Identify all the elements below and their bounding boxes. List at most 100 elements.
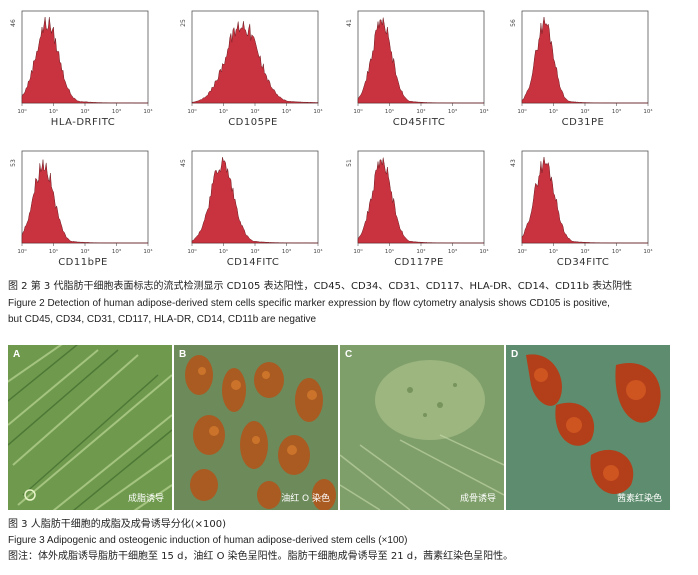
x-tick-label: 10¹ (219, 248, 228, 255)
histogram-plot: 46 10⁰ 10¹ 10² 10³ 10⁴ (10, 10, 153, 115)
x-tick-label: 10¹ (49, 108, 58, 115)
histogram-series (357, 157, 484, 244)
x-tick-label: 10² (250, 108, 259, 115)
histogram-series (191, 157, 318, 244)
micrograph-image (506, 345, 670, 510)
panel-letter: A (13, 349, 21, 360)
y-max-label: 51 (346, 159, 353, 167)
histogram-cd45: 41 10⁰ 10¹ 10² 10³ 10⁴ CD45FITC (344, 5, 494, 135)
y-max-label: 46 (10, 19, 17, 27)
marker-label: CD34FITC (556, 257, 610, 268)
x-tick-label: 10² (580, 108, 589, 115)
y-max-label: 56 (510, 19, 517, 27)
x-tick-label: 10³ (612, 248, 621, 255)
x-tick-label: 10⁰ (187, 248, 197, 255)
x-tick-label: 10⁴ (643, 108, 653, 115)
figure3-caption-zh: 图 3 人脂肪干细胞的成脂及成骨诱导分化(×100) (8, 519, 226, 530)
histogram-plot: 51 10⁰ 10¹ 10² 10³ 10⁴ (346, 150, 489, 255)
x-tick-label: 10¹ (385, 248, 394, 255)
histogram-plot: 41 10⁰ 10¹ 10² 10³ 10⁴ (346, 10, 489, 115)
figure2-caption-en-line2: but CD45, CD34, CD31, CD117, HLA-DR, CD1… (8, 314, 317, 325)
figure2-caption-en-line1: Figure 2 Detection of human adipose-deri… (8, 298, 610, 309)
x-tick-label: 10¹ (549, 248, 558, 255)
histogram-plot: 56 10⁰ 10¹ 10² 10³ 10⁴ (510, 10, 653, 115)
x-tick-label: 10² (80, 248, 89, 255)
histogram-cd31: 56 10⁰ 10¹ 10² 10³ 10⁴ CD31PE (508, 5, 658, 135)
y-max-label: 45 (180, 159, 187, 167)
x-tick-label: 10³ (112, 108, 121, 115)
panel-letter: B (179, 349, 187, 360)
histogram-series (521, 156, 648, 244)
figure3-caption-en: Figure 3 Adipogenic and osteogenic induc… (8, 535, 408, 546)
micrograph-image (8, 345, 172, 510)
histogram-plot: 45 10⁰ 10¹ 10² 10³ 10⁴ (180, 150, 323, 255)
histogram-cd14: 45 10⁰ 10¹ 10² 10³ 10⁴ CD14FITC (178, 145, 328, 275)
x-tick-label: 10³ (282, 248, 291, 255)
x-tick-label: 10² (416, 248, 425, 255)
histogram-series (21, 16, 148, 104)
micrograph-image (174, 345, 338, 510)
x-tick-label: 10³ (112, 248, 121, 255)
marker-label: CD45FITC (392, 117, 446, 128)
micrograph-panel-c: C 成骨诱导 (340, 345, 504, 510)
y-max-label: 43 (510, 159, 517, 167)
histogram-plot: 53 10⁰ 10¹ 10² 10³ 10⁴ (10, 150, 153, 255)
histogram-cd105: 25 10⁰ 10¹ 10² 10³ 10⁴ CD105PE (178, 5, 328, 135)
x-tick-label: 10⁴ (479, 248, 489, 255)
marker-label: CD105PE (228, 117, 278, 128)
marker-label: CD117PE (394, 257, 444, 268)
x-tick-label: 10¹ (549, 108, 558, 115)
x-tick-label: 10⁰ (353, 108, 363, 115)
histogram-plot: 43 10⁰ 10¹ 10² 10³ 10⁴ (510, 150, 653, 255)
panel-label: 成骨诱导 (459, 494, 496, 504)
x-tick-label: 10⁰ (517, 248, 527, 255)
panel-label: 成脂诱导 (127, 494, 164, 504)
histogram-series (21, 159, 148, 244)
x-tick-label: 10¹ (49, 248, 58, 255)
x-tick-label: 10⁰ (17, 248, 27, 255)
x-tick-label: 10¹ (385, 108, 394, 115)
panel-label: 油红 O 染色 (281, 494, 330, 504)
panel-letter: D (511, 349, 519, 360)
x-tick-label: 10⁰ (187, 108, 197, 115)
histogram-cd34: 43 10⁰ 10¹ 10² 10³ 10⁴ CD34FITC (508, 145, 658, 275)
micrograph-panel-b: B 油红 O 染色 (174, 345, 338, 510)
histogram-plot: 25 10⁰ 10¹ 10² 10³ 10⁴ (180, 10, 323, 115)
x-tick-label: 10³ (612, 108, 621, 115)
histogram-hla-dr: 46 10⁰ 10¹ 10² 10³ 10⁴ HLA-DRFITC (8, 5, 158, 135)
x-tick-label: 10⁴ (479, 108, 489, 115)
x-tick-label: 10³ (448, 248, 457, 255)
histogram-cd117: 51 10⁰ 10¹ 10² 10³ 10⁴ CD117PE (344, 145, 494, 275)
histogram-series (357, 17, 484, 104)
y-max-label: 25 (180, 19, 187, 27)
marker-label: CD11bPE (58, 257, 108, 268)
y-max-label: 53 (10, 159, 17, 167)
marker-label: CD31PE (561, 117, 605, 128)
panel-letter: C (345, 349, 353, 360)
x-tick-label: 10⁴ (143, 108, 153, 115)
x-tick-label: 10² (80, 108, 89, 115)
micrograph-panel-d: D 茜素红染色 (506, 345, 670, 510)
figure3-note: 图注：体外成脂诱导脂肪干细胞至 15 d，油红 O 染色呈阳性。脂肪干细胞成骨诱… (8, 551, 514, 562)
x-tick-label: 10⁰ (353, 248, 363, 255)
x-tick-label: 10⁴ (313, 248, 323, 255)
x-tick-label: 10³ (282, 108, 291, 115)
x-tick-label: 10¹ (219, 108, 228, 115)
y-max-label: 41 (346, 19, 353, 27)
histogram-series (191, 21, 319, 104)
x-tick-label: 10⁰ (17, 108, 27, 115)
x-tick-label: 10⁴ (643, 248, 653, 255)
micrograph-panel-a: A 成脂诱导 (8, 345, 172, 510)
x-tick-label: 10⁴ (143, 248, 153, 255)
x-tick-label: 10⁰ (517, 108, 527, 115)
micrograph-image (340, 345, 504, 510)
x-tick-label: 10² (580, 248, 589, 255)
marker-label: HLA-DRFITC (50, 117, 116, 128)
x-tick-label: 10⁴ (313, 108, 323, 115)
x-tick-label: 10² (416, 108, 425, 115)
histogram-cd11b: 53 10⁰ 10¹ 10² 10³ 10⁴ CD11bPE (8, 145, 158, 275)
x-tick-label: 10³ (448, 108, 457, 115)
figure2-caption-zh: 图 2 第 3 代脂肪干细胞表面标志的流式检测显示 CD105 表达阳性，CD4… (8, 281, 633, 292)
panel-label: 茜素红染色 (616, 494, 662, 504)
x-tick-label: 10² (250, 248, 259, 255)
